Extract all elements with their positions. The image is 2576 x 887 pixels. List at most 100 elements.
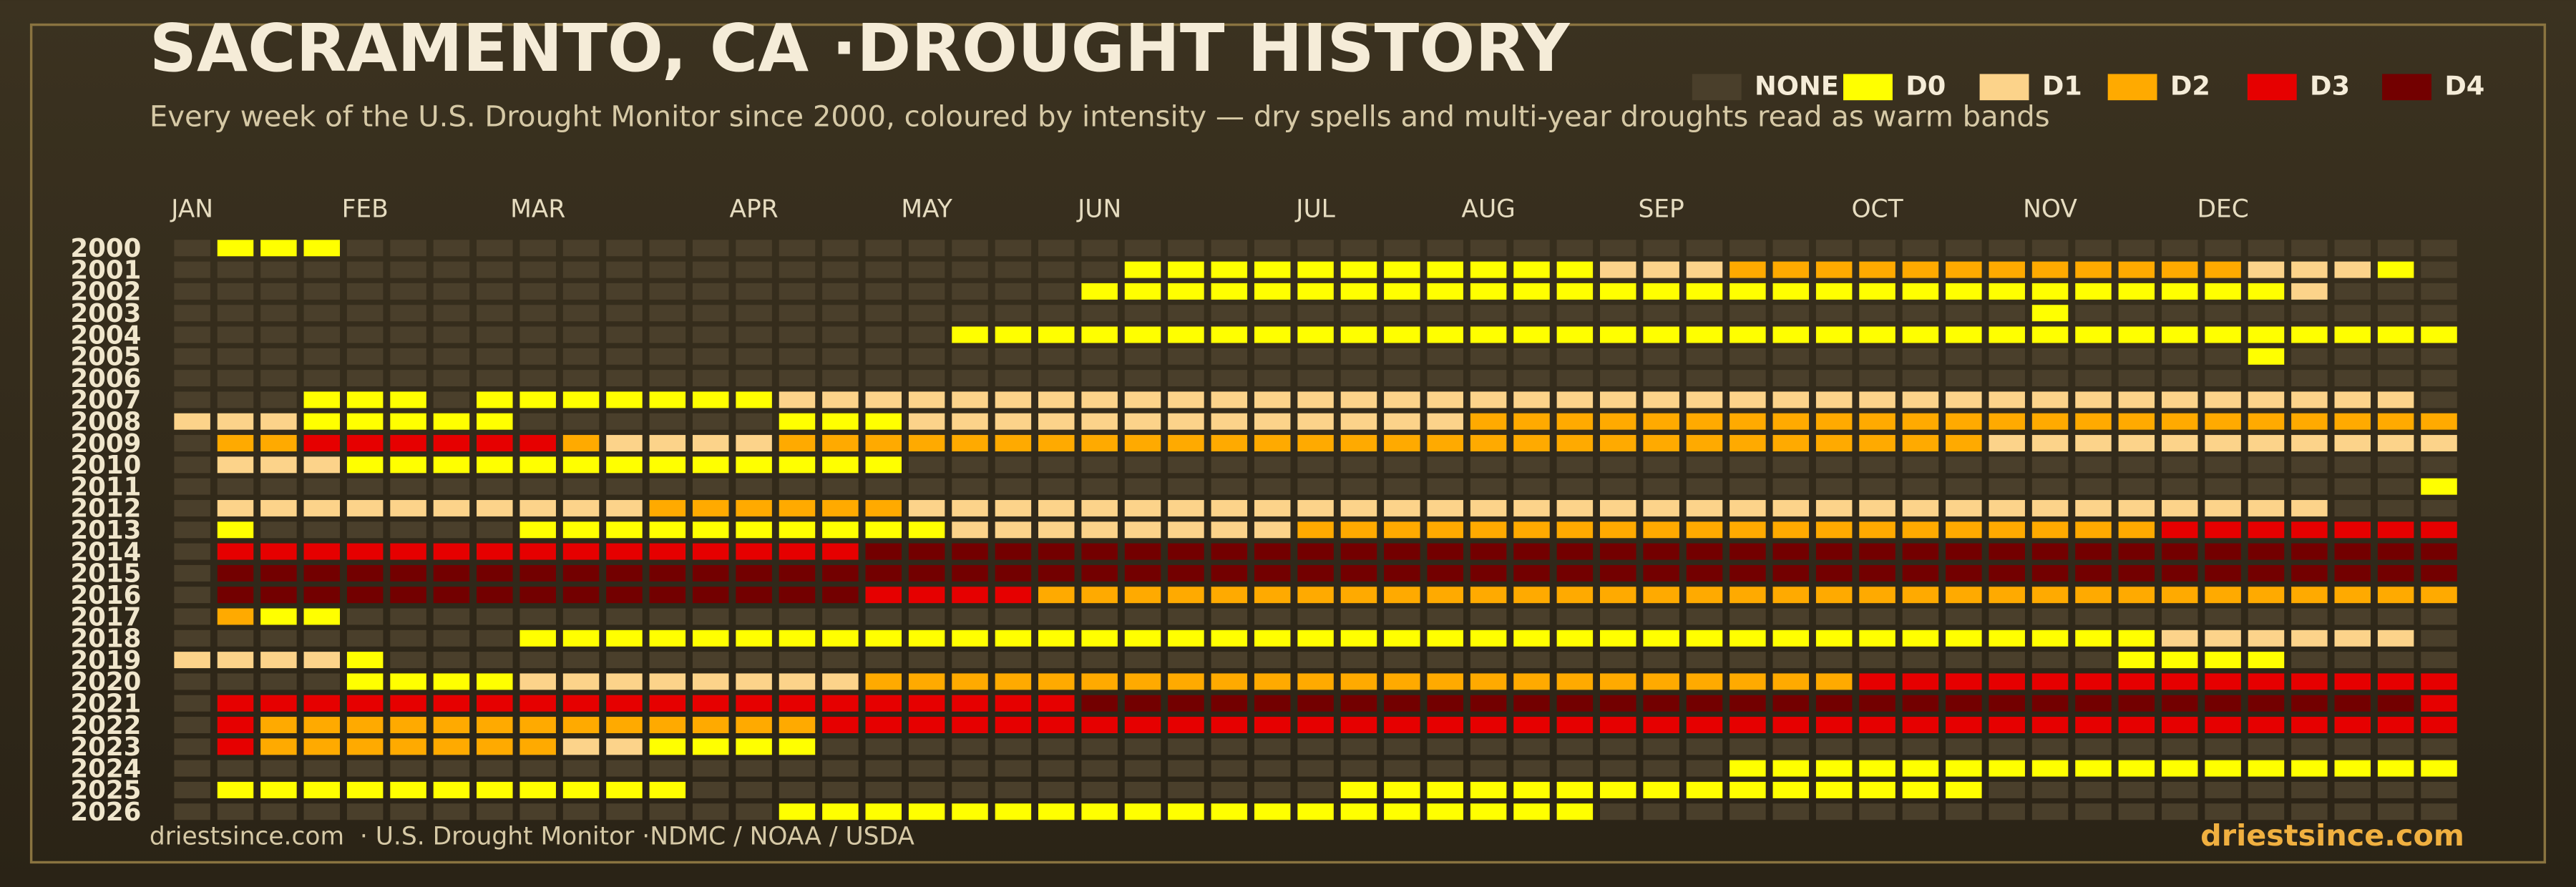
week-cell <box>346 305 384 322</box>
week-cell <box>1254 499 1291 516</box>
week-cell <box>519 652 556 669</box>
week-cell <box>346 803 384 820</box>
week-cell <box>2291 652 2328 669</box>
week-cell <box>2075 760 2112 777</box>
week-cell <box>1989 543 2025 560</box>
week-cell <box>1340 283 1377 300</box>
week-cell <box>2031 652 2069 669</box>
week-cell <box>736 652 772 669</box>
week-cell <box>2161 587 2198 604</box>
week-cell <box>865 564 902 582</box>
week-cell <box>1902 261 1939 278</box>
week-cell <box>779 717 816 733</box>
week-cell <box>1556 543 1594 560</box>
week-cell <box>736 629 772 647</box>
week-cell <box>2075 608 2112 625</box>
week-cell <box>1859 370 1896 387</box>
week-cell <box>1729 652 1766 669</box>
week-cell <box>952 608 988 625</box>
week-cell <box>1902 608 1939 625</box>
week-cell <box>1772 543 1810 560</box>
week-cell <box>2031 608 2069 625</box>
week-cell <box>1902 413 1939 430</box>
week-cell <box>779 587 816 604</box>
week-cell <box>822 413 859 430</box>
week-cell <box>1124 521 1161 539</box>
week-cell <box>2161 499 2198 516</box>
week-cell <box>1815 435 1853 452</box>
week-cell <box>1124 499 1161 516</box>
week-cell <box>908 738 945 755</box>
week-cell <box>1902 543 1939 560</box>
week-cell <box>692 629 729 647</box>
week-cell <box>2421 305 2457 322</box>
week-cell <box>2291 521 2328 539</box>
week-cell <box>1599 348 1636 365</box>
week-cell <box>2248 413 2285 430</box>
week-cell <box>1297 652 1334 669</box>
week-cell <box>1470 760 1507 777</box>
week-cell <box>174 261 210 278</box>
week-cell <box>2031 543 2069 560</box>
week-cell <box>1643 305 1679 322</box>
week-cell <box>606 695 643 712</box>
week-cell <box>1599 652 1636 669</box>
week-cell <box>174 521 210 539</box>
week-cell <box>1643 499 1679 516</box>
week-cell <box>562 326 600 343</box>
week-cell <box>260 348 297 365</box>
week-cell <box>952 478 988 495</box>
week-cell <box>2421 348 2457 365</box>
year-label: 2016 <box>70 581 141 610</box>
year-label: 2014 <box>70 537 141 567</box>
week-cell <box>995 543 1032 560</box>
week-cell <box>779 240 816 257</box>
week-cell <box>908 326 945 343</box>
week-cell <box>217 499 254 516</box>
week-cell <box>1859 717 1896 733</box>
week-cell <box>1599 608 1636 625</box>
week-cell <box>1556 695 1594 712</box>
week-cell <box>1384 478 1420 495</box>
week-cell <box>1556 629 1594 647</box>
week-cell <box>1124 240 1161 257</box>
week-cell <box>779 326 816 343</box>
week-cell <box>346 629 384 647</box>
week-cell <box>2421 760 2457 777</box>
week-cell <box>1124 413 1161 430</box>
week-cell <box>2031 456 2069 474</box>
week-cell <box>2205 587 2241 604</box>
week-cell <box>1211 305 1248 322</box>
week-cell <box>865 413 902 430</box>
week-cell <box>174 543 210 560</box>
week-cell <box>1340 348 1377 365</box>
week-cell <box>2377 240 2414 257</box>
week-cell <box>822 629 859 647</box>
week-cell <box>1470 587 1507 604</box>
week-cell <box>1211 673 1248 690</box>
week-cell <box>865 283 902 300</box>
week-cell <box>2118 456 2155 474</box>
week-cell <box>1513 803 1550 820</box>
week-cell <box>2421 521 2457 539</box>
week-cell <box>952 499 988 516</box>
week-cell <box>1297 435 1334 452</box>
week-cell <box>1384 521 1420 539</box>
week-cell <box>649 499 686 516</box>
week-cell <box>433 391 470 408</box>
week-cell <box>303 391 341 408</box>
week-cell <box>2291 261 2328 278</box>
week-cell <box>174 456 210 474</box>
week-cell <box>1081 348 1118 365</box>
week-cell <box>736 608 772 625</box>
week-cell <box>433 760 470 777</box>
week-cell <box>2377 673 2414 690</box>
week-cell <box>477 413 513 430</box>
week-cell <box>2118 413 2155 430</box>
week-cell <box>1297 587 1334 604</box>
week-cell <box>908 305 945 322</box>
week-cell <box>346 587 384 604</box>
week-cell <box>1772 240 1810 257</box>
week-cell <box>174 435 210 452</box>
week-cell <box>2205 695 2241 712</box>
